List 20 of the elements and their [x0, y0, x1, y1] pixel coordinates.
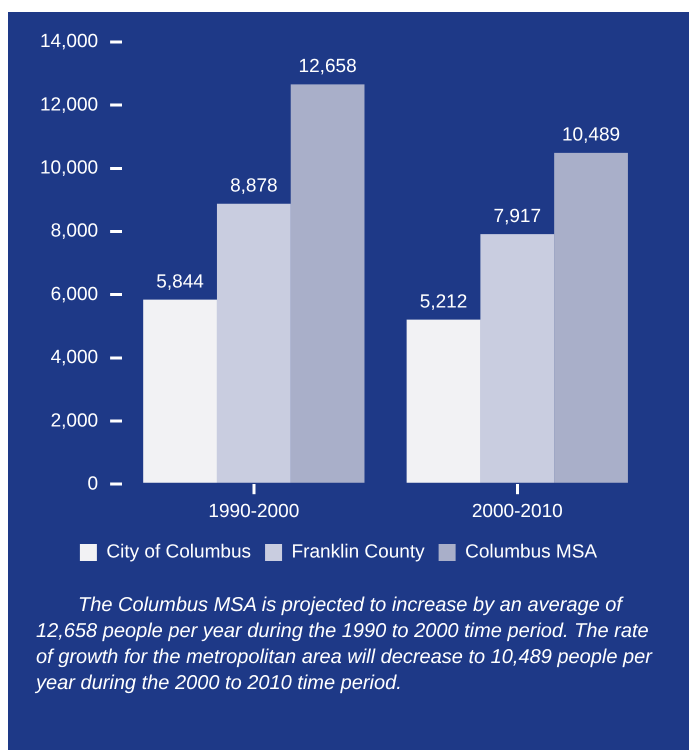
text: The Columbus MSA is projected to increase by an average of 12,658 people per year during the 1990 to 2000 time period. The rate of growth for the metropolitan area will decrease to 10,489 people per year during the 2000 to 2010 time period.: [36, 593, 654, 696]
y-tick-label: 8,000: [50, 220, 98, 242]
x-tick-label: 2000-2010: [472, 500, 563, 522]
data-label: 7,917: [494, 206, 542, 227]
legend-label: Franklin County: [292, 542, 426, 563]
y-tick-label: 14,000: [40, 31, 98, 52]
data-label: 5,212: [420, 291, 468, 312]
y-tick-label: 2,000: [50, 410, 98, 432]
y-tick-label: 10,000: [40, 158, 98, 179]
data-label: 5,844: [156, 271, 204, 292]
data-label: 8,878: [230, 176, 278, 197]
legend-label: Columbus MSA: [465, 542, 598, 563]
data-label: 12,658: [298, 56, 357, 78]
data-label: 10,489: [562, 124, 620, 146]
y-tick-label: 12,000: [40, 94, 98, 116]
y-tick-label: 0: [88, 473, 98, 494]
y-tick-label: 4,000: [50, 347, 98, 368]
y-tick-label: 6,000: [50, 284, 98, 305]
legend-label: City of Columbus: [106, 542, 252, 563]
x-tick-label: 1990-2000: [208, 500, 300, 522]
